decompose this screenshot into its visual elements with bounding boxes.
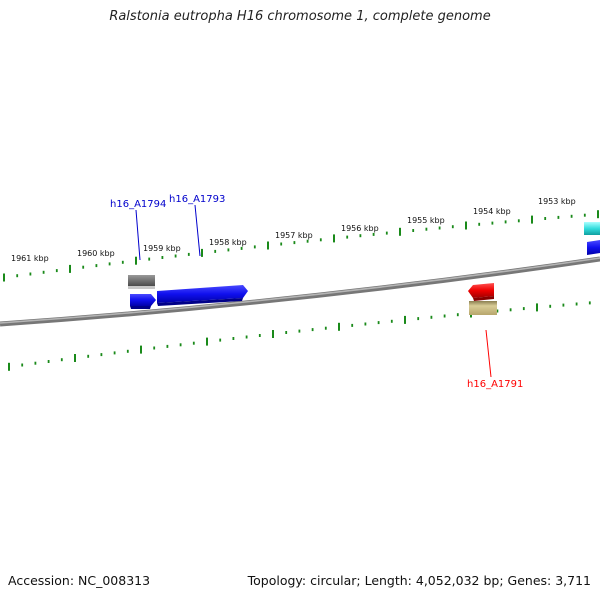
- gene-label-h16-A1794[interactable]: h16_A1794: [110, 199, 166, 210]
- scale-label: 1960 kbp: [77, 249, 115, 258]
- scale-label: 1953 kbp: [538, 197, 576, 206]
- scale-label: 1957 kbp: [275, 231, 313, 240]
- gene-h16-A1791[interactable]: [469, 301, 497, 315]
- gene-forward-small[interactable]: [130, 294, 156, 309]
- leader-line-h16-A1791: [485, 329, 492, 378]
- gene-label-h16-A1791[interactable]: h16_A1791: [467, 379, 523, 390]
- gene-label-h16-A1793[interactable]: h16_A1793: [169, 194, 225, 205]
- gene-edge-blue[interactable]: [587, 240, 600, 255]
- accession-text: Accession: NC_008313: [8, 573, 151, 588]
- scale-labels: 1961 kbp 1960 kbp 1959 kbp 1958 kbp 1957…: [11, 197, 576, 263]
- genome-summary-text: Topology: circular; Length: 4,052,032 bp…: [247, 573, 591, 588]
- scale-label: 1954 kbp: [473, 207, 511, 216]
- gene-h16-A1793[interactable]: [157, 285, 248, 306]
- gene-h16-A1794[interactable]: [128, 275, 155, 289]
- gene-red-reverse[interactable]: [468, 283, 494, 301]
- leader-line-h16-A1793: [194, 204, 201, 257]
- map-title: Ralstonia eutropha H16 chromosome 1, com…: [109, 9, 491, 24]
- leader-line-h16-A1794: [135, 209, 141, 261]
- gene-edge-cyan[interactable]: [584, 222, 600, 235]
- scale-ticks-outer: [3, 210, 599, 282]
- scale-label: 1958 kbp: [209, 238, 247, 247]
- scale-ticks-inner: [8, 301, 591, 371]
- scale-label: 1956 kbp: [341, 224, 379, 233]
- scale-label: 1961 kbp: [11, 254, 49, 263]
- scale-label: 1955 kbp: [407, 216, 445, 225]
- scale-label: 1959 kbp: [143, 244, 181, 253]
- chromosome-backbone: [0, 256, 600, 327]
